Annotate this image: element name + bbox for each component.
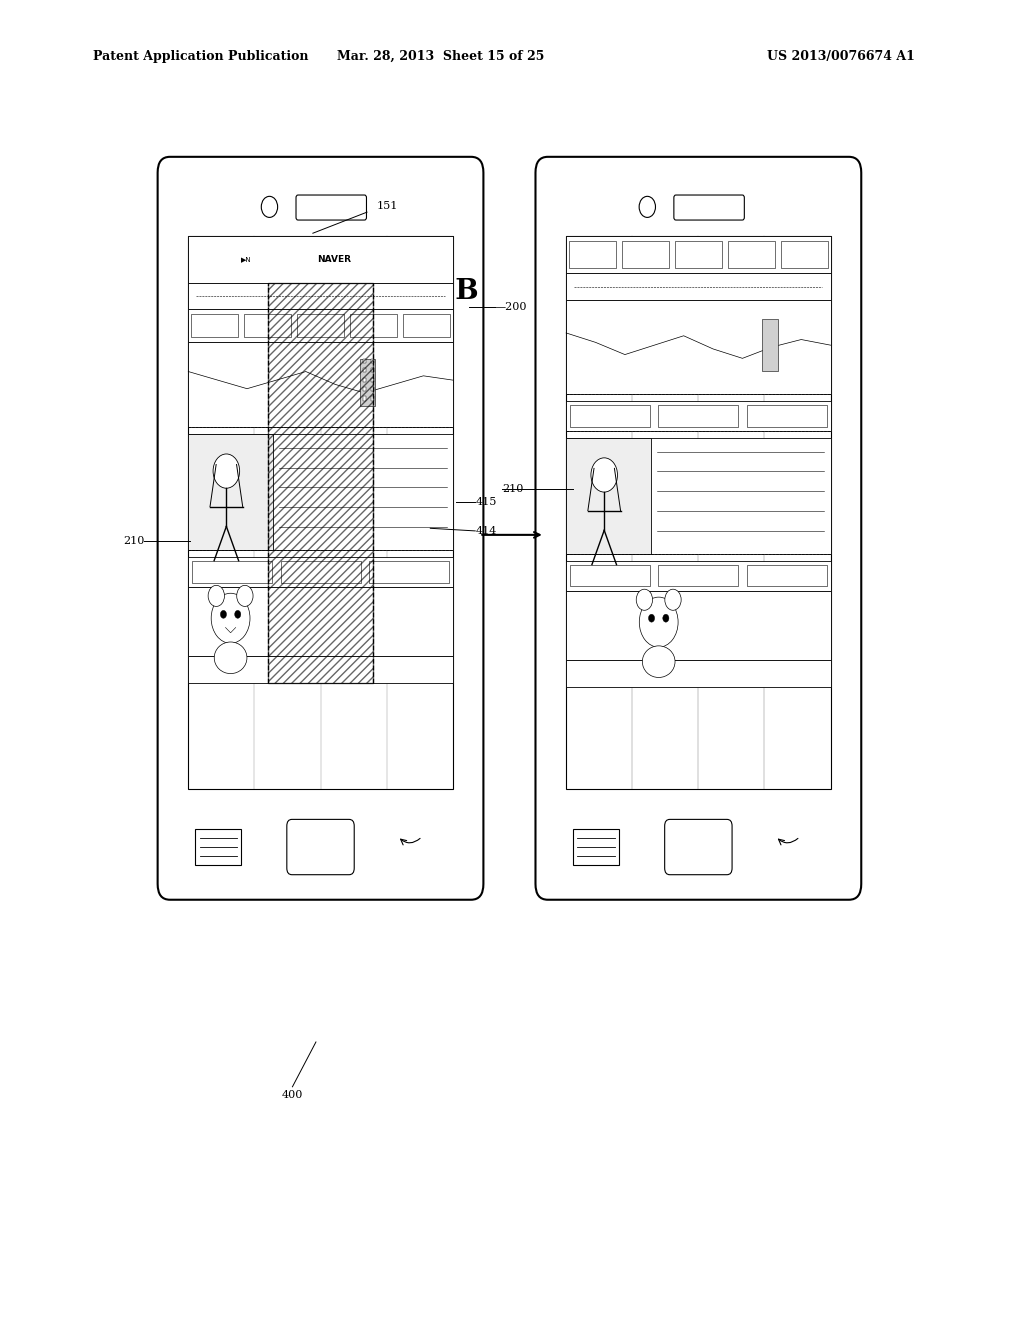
Bar — [371, 378, 374, 381]
Circle shape — [237, 585, 253, 606]
Bar — [364, 396, 367, 400]
Text: US 2013/0076674 A1: US 2013/0076674 A1 — [767, 50, 915, 63]
Bar — [371, 387, 374, 391]
Text: Mar. 28, 2013  Sheet 15 of 25: Mar. 28, 2013 Sheet 15 of 25 — [337, 50, 544, 63]
Circle shape — [211, 593, 250, 643]
Bar — [364, 368, 367, 372]
Bar — [762, 319, 777, 371]
Bar — [364, 387, 367, 391]
Bar — [746, 565, 826, 586]
FancyBboxPatch shape — [287, 820, 354, 875]
Bar — [188, 236, 453, 789]
Circle shape — [636, 589, 652, 610]
Bar — [364, 359, 367, 363]
Bar — [188, 434, 453, 550]
Bar — [371, 396, 374, 400]
Bar — [658, 405, 738, 426]
Bar — [267, 282, 374, 682]
Bar — [658, 565, 738, 586]
Bar — [570, 565, 650, 586]
Bar — [188, 342, 453, 428]
Bar — [780, 242, 827, 268]
Circle shape — [234, 610, 241, 618]
Bar — [188, 557, 453, 587]
Text: 151: 151 — [377, 201, 398, 211]
Bar — [746, 405, 826, 426]
Circle shape — [665, 589, 681, 610]
Bar — [191, 314, 239, 337]
Bar — [675, 242, 722, 268]
Bar — [360, 359, 375, 405]
Circle shape — [213, 454, 240, 488]
Bar — [193, 561, 272, 582]
Circle shape — [591, 458, 617, 492]
Text: 415: 415 — [475, 496, 497, 507]
Ellipse shape — [214, 642, 247, 673]
Bar — [188, 587, 453, 656]
Bar — [623, 242, 669, 268]
Bar — [364, 378, 367, 381]
Circle shape — [261, 197, 278, 218]
Circle shape — [208, 585, 224, 606]
Bar — [188, 236, 453, 282]
Bar — [245, 314, 291, 337]
Bar — [728, 242, 775, 268]
Bar — [188, 309, 453, 342]
Text: ▶N: ▶N — [241, 256, 252, 263]
Bar — [570, 405, 650, 426]
FancyBboxPatch shape — [296, 195, 367, 220]
Text: Patent Application Publication: Patent Application Publication — [93, 50, 309, 63]
Text: 400: 400 — [282, 1090, 303, 1100]
Bar — [566, 660, 830, 686]
Bar — [297, 314, 344, 337]
Bar — [566, 236, 830, 789]
Bar — [566, 273, 830, 300]
Text: 210: 210 — [123, 536, 144, 546]
FancyBboxPatch shape — [536, 157, 861, 900]
Bar — [569, 242, 616, 268]
Circle shape — [220, 610, 226, 618]
Bar — [402, 314, 450, 337]
FancyBboxPatch shape — [674, 195, 744, 220]
Bar — [566, 438, 830, 554]
Bar — [371, 368, 374, 372]
Bar — [566, 401, 830, 432]
Bar — [369, 561, 449, 582]
Bar — [188, 656, 453, 682]
Bar — [566, 438, 651, 554]
Bar — [566, 236, 830, 273]
Bar — [281, 561, 360, 582]
Bar — [196, 829, 242, 866]
Circle shape — [663, 614, 669, 622]
Bar — [566, 591, 830, 660]
Bar — [350, 314, 397, 337]
FancyBboxPatch shape — [158, 157, 483, 900]
Text: FIG. 11B: FIG. 11B — [342, 277, 478, 305]
Bar — [188, 282, 453, 309]
Bar — [566, 561, 830, 591]
Text: 210: 210 — [502, 483, 523, 494]
Circle shape — [639, 597, 678, 647]
Text: 414: 414 — [475, 525, 497, 536]
Circle shape — [648, 614, 654, 622]
Text: NAVER: NAVER — [316, 255, 351, 264]
Bar — [371, 359, 374, 363]
FancyBboxPatch shape — [665, 820, 732, 875]
Circle shape — [639, 197, 655, 218]
Text: —200: —200 — [495, 302, 527, 312]
Bar — [566, 300, 830, 395]
Ellipse shape — [642, 645, 675, 677]
Bar — [188, 434, 273, 550]
Bar — [573, 829, 620, 866]
